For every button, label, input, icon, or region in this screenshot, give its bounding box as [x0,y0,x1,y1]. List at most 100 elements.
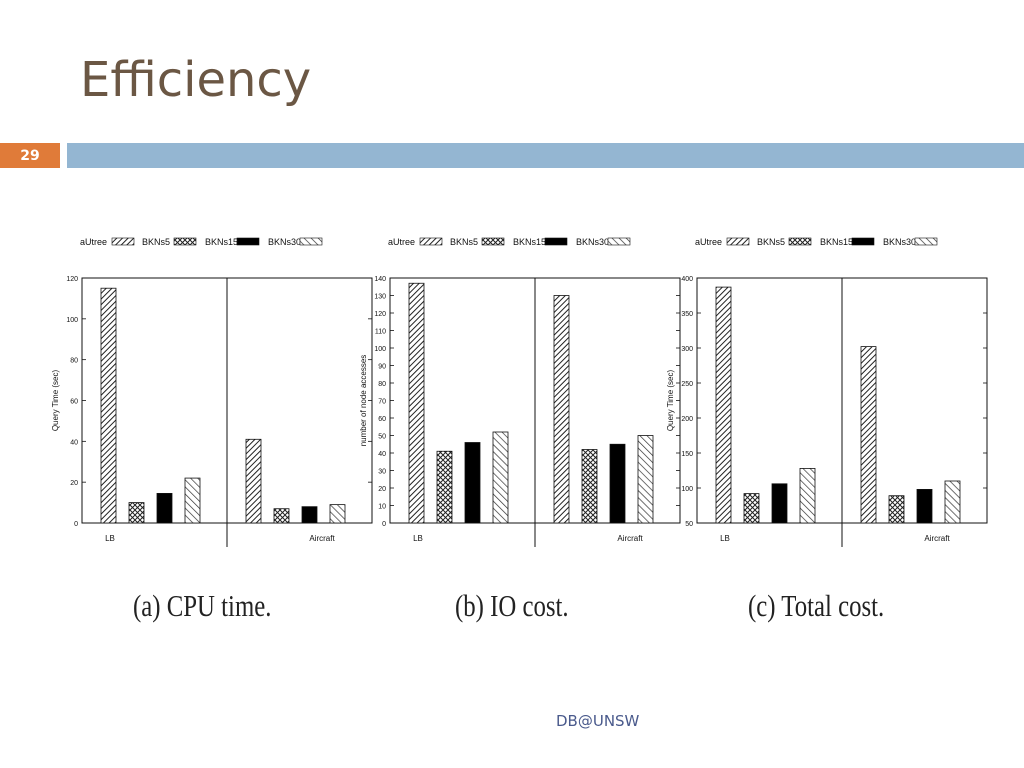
y-tick-label: 60 [378,416,386,423]
caption-io-cost: (b) IO cost. [455,588,569,623]
legend: aUtree BKNs5 BKNs15 BKNs30 [695,237,938,247]
bar-aUtree-LB [715,286,732,524]
y-tick-label: 140 [374,276,386,283]
legend-swatch [851,237,875,246]
y-tick-label: 50 [378,434,386,441]
bar-BKNs15-Aircraft [609,443,626,524]
y-axis-label: number of node accesses [359,355,368,447]
legend-swatch [419,237,443,246]
footer-text: DB@UNSW [556,712,640,730]
y-tick-label: 100 [681,486,693,493]
legend: aUtree BKNs5 BKNs15 BKNs30 [388,237,631,247]
legend-label: BKNs30 [576,237,609,247]
x-category-label: Aircraft [924,534,950,543]
y-tick-label: 40 [378,451,386,458]
bar-aUtree-Aircraft [860,346,877,524]
y-tick-label: 150 [681,451,693,458]
bar-BKNs15-Aircraft [301,506,318,524]
y-tick-label: 130 [374,294,386,301]
y-axis-label: Query Time (sec) [51,369,60,431]
y-tick-label: 70 [378,399,386,406]
bar-BKNs30-LB [492,431,509,524]
y-tick-label: 60 [70,399,78,406]
legend-label: BKNs15 [513,237,546,247]
bar-aUtree-Aircraft [553,295,570,524]
legend-swatch [481,237,505,246]
y-tick-label: 400 [681,276,693,283]
y-tick-label: 250 [681,381,693,388]
legend-swatch [544,237,568,246]
bar-aUtree-LB [100,287,117,524]
slide-title: Efficiency [80,52,312,108]
y-tick-label: 30 [378,469,386,476]
caption-total-cost: (c) Total cost. [748,588,885,623]
io-cost-chart: aUtree BKNs5 BKNs15 BKNs30 0 10 20 30 40 50 60 70 80… [359,237,681,547]
bar-BKNs30-Aircraft [637,435,654,524]
legend-label: BKNs15 [205,237,238,247]
cpu-time-chart: aUtree BKNs5 BKNs15 BKNs30 0 20 40 60 80 100 120 Qu… [51,237,373,547]
y-tick-label: 100 [66,317,78,324]
legend-label: aUtree [80,237,107,247]
y-tick-label: 0 [382,521,386,528]
bar-BKNs5-Aircraft [888,495,905,524]
y-tick-label: 20 [378,486,386,493]
caption-cpu-time: (a) CPU time. [133,588,272,623]
y-tick-label: 200 [681,416,693,423]
bar-BKNs30-Aircraft [944,480,961,524]
bar-BKNs30-LB [799,467,816,524]
legend-label: BKNs15 [820,237,853,247]
legend-label: BKNs30 [268,237,301,247]
legend: aUtree BKNs5 BKNs15 BKNs30 [80,237,323,247]
y-tick-label: 90 [378,364,386,371]
y-tick-label: 40 [70,439,78,446]
y-tick-label: 110 [375,329,386,336]
bar-BKNs5-LB [743,493,760,524]
bar-BKNs5-Aircraft [581,449,598,524]
legend-label: aUtree [695,237,722,247]
y-tick-label: 80 [378,381,386,388]
bar-BKNs15-Aircraft [916,488,933,524]
x-category-label: LB [105,534,115,543]
bar-BKNs30-Aircraft [329,504,346,524]
legend-swatch [173,237,197,246]
bar-BKNs15-LB [464,442,481,524]
bar-BKNs5-Aircraft [273,508,290,524]
bar-BKNs5-LB [436,450,453,524]
x-category-label: LB [413,534,423,543]
bar-aUtree-LB [408,282,425,524]
legend-label: aUtree [388,237,415,247]
y-tick-label: 50 [685,521,693,528]
total-cost-chart: aUtree BKNs5 BKNs15 BKNs30 50 100 150 200 250 300… [666,237,988,547]
bar-BKNs15-LB [771,483,788,524]
legend-swatch [111,237,135,246]
x-category-label: Aircraft [617,534,643,543]
y-tick-label: 20 [70,480,78,487]
y-tick-label: 10 [378,504,386,511]
y-tick-label: 100 [374,346,386,353]
legend-swatch [607,237,631,246]
title-underline-bar [67,143,1024,168]
legend-swatch [914,237,938,246]
x-category-label: Aircraft [309,534,335,543]
bar-aUtree-Aircraft [245,438,262,524]
page-number-badge: 29 [0,143,60,168]
bar-BKNs30-LB [184,477,201,524]
bar-BKNs5-LB [128,502,145,524]
y-tick-label: 120 [374,311,386,318]
legend-swatch [726,237,750,246]
legend-label: BKNs5 [450,237,478,247]
legend-label: BKNs5 [757,237,785,247]
y-tick-label: 0 [74,521,78,528]
y-tick-label: 300 [681,346,693,353]
legend-label: BKNs30 [883,237,916,247]
bar-BKNs15-LB [156,492,173,524]
y-tick-label: 80 [70,358,78,365]
y-tick-label: 120 [66,276,78,283]
legend-swatch [299,237,323,246]
legend-swatch [788,237,812,246]
legend-swatch [236,237,260,246]
legend-label: BKNs5 [142,237,170,247]
y-axis-label: Query Time (sec) [666,369,675,431]
y-tick-label: 350 [681,311,693,318]
x-category-label: LB [720,534,730,543]
